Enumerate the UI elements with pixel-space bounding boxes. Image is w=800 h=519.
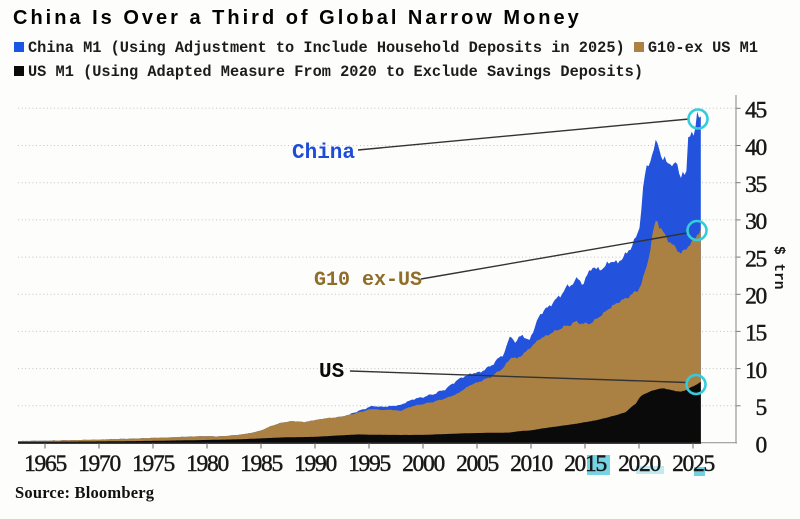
svg-text:30: 30	[745, 209, 766, 235]
svg-text:45: 45	[745, 98, 766, 124]
svg-text:5: 5	[756, 395, 767, 421]
svg-text:0: 0	[756, 432, 767, 458]
svg-text:1980: 1980	[186, 451, 228, 477]
svg-text:1965: 1965	[24, 451, 66, 477]
svg-text:10: 10	[745, 358, 766, 384]
svg-text:1975: 1975	[132, 451, 174, 477]
svg-text:US: US	[319, 361, 344, 384]
svg-text:China: China	[292, 142, 355, 165]
svg-text:2025: 2025	[672, 451, 714, 477]
svg-text:2020: 2020	[618, 451, 660, 477]
svg-text:1985: 1985	[240, 451, 282, 477]
svg-text:G10 ex-US: G10 ex-US	[314, 269, 422, 292]
svg-text:2005: 2005	[456, 451, 498, 477]
svg-text:$ trn: $ trn	[770, 246, 786, 290]
svg-text:1995: 1995	[348, 451, 390, 477]
svg-text:1970: 1970	[78, 451, 120, 477]
svg-text:2015: 2015	[564, 451, 606, 477]
svg-text:1990: 1990	[294, 451, 336, 477]
svg-text:15: 15	[745, 321, 766, 347]
svg-text:2010: 2010	[510, 451, 552, 477]
svg-text:2000: 2000	[402, 451, 444, 477]
svg-text:35: 35	[745, 172, 766, 198]
svg-text:20: 20	[745, 284, 766, 310]
svg-text:25: 25	[745, 246, 766, 272]
svg-text:40: 40	[745, 135, 766, 161]
